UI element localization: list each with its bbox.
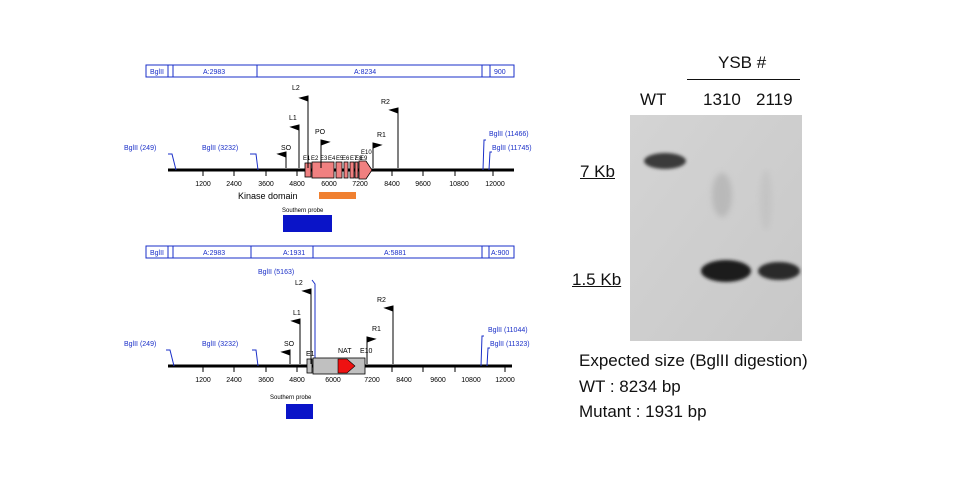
wt-exon-label: E7 [350,156,358,162]
mut-tick-label: 4800 [289,377,305,384]
wt-bglii-sites [168,139,492,171]
mut-tick-label: 12000 [495,377,515,384]
lane-label-1310: 1310 [703,90,741,109]
wt-exon-label: E9 [360,156,368,162]
wt-exon-label: E1 [303,156,311,162]
wt-exon-label: E8 [355,156,363,162]
wt-tick-label: 1200 [195,181,211,188]
wt-exon-label: E3 [320,156,328,162]
mut-probe-label: Southern probe [270,395,312,401]
mut-fragment-label: A:900 [491,250,509,257]
mut-fragment-label: A:5881 [384,250,406,257]
mut-tick-label: 9600 [430,377,446,384]
kinase-domain-bar [319,192,356,199]
mut-site-label: BglII (249) [124,341,156,348]
smear [712,173,732,217]
mut-bglii-sites [166,279,490,367]
wt-tick-label: 8400 [384,181,400,188]
wt-primer-label: R2 [381,99,390,106]
mut-fragment-label: BglII [150,250,164,257]
mut-site-label: BglII (11323) [490,341,530,348]
caption-line-2: WT : 8234 bp [579,377,681,396]
marker-7kb: 7 Kb [580,162,615,181]
wt-tick-label: 7200 [352,181,368,188]
mut-tick-label: 10800 [461,377,481,384]
mut-primer-label: R1 [372,326,381,333]
wt-site-label: BglII (11466) [489,131,529,138]
mut-primer-flags [280,288,394,364]
wt-primer-label: PO [315,129,326,136]
marker-1-5kb: 1.5 Kb [572,270,622,289]
wt-probe-label: Southern probe [282,208,324,214]
wt-tick-label: 2400 [226,181,242,188]
wt-primer-label: R1 [377,132,386,139]
wt-tick-label: 4800 [289,181,305,188]
mut-primer-label: L2 [295,280,303,287]
gene-map-panel: BglII A:2983 A:8234 900 BglII (249) BglI… [124,64,532,419]
wt-exon-label: E6 [342,156,350,162]
wt-ticks [202,170,494,176]
wt-site-label: BglII (11745) [492,145,532,152]
mut-tick-label: 8400 [396,377,412,384]
band-2119 [758,262,800,280]
band-wt [644,153,686,169]
wt-tick-label: 12000 [485,181,505,188]
wt-tick-label: 3600 [258,181,274,188]
wt-primer-label: L1 [289,115,297,122]
nat-arrow-icon [337,358,356,374]
mut-primer-label: SO [284,341,295,348]
mut-southern-probe-bar [286,404,313,419]
wt-site-label: BglII (249) [124,145,156,152]
wt-tick-label: 10800 [449,181,469,188]
wt-fragment-bar: BglII A:2983 A:8234 900 [145,64,515,78]
mut-primer-label: R2 [377,297,386,304]
wt-fragment-label: A:2983 [203,69,225,76]
lane-label-wt: WT [640,90,667,109]
kinase-domain-label: Kinase domain [238,191,298,201]
wt-exon-label: E2 [311,156,319,162]
caption-line-3: Mutant : 1931 bp [579,402,707,421]
wt-southern-probe-bar [283,215,332,232]
wt-primer-label: L2 [292,85,300,92]
wt-exon-label: E10 [361,150,372,156]
mut-exon-label: E10 [360,348,373,355]
nat-label: NAT [338,348,352,355]
wt-tick-label: 9600 [415,181,431,188]
ysb-group-label: YSB # [718,53,767,72]
mut-tick-label: 1200 [195,377,211,384]
mut-tick-label: 7200 [364,377,380,384]
mut-fragment-label: A:2983 [203,250,225,257]
caption-line-1: Expected size (BglII digestion) [579,351,808,370]
wt-primer-flags [276,95,399,168]
mut-tick-label: 6000 [325,377,341,384]
mut-site-label: BglII (3232) [202,341,238,348]
mut-fragment-bar: BglII A:2983 A:1931 A:5881 A:900 [145,245,515,259]
mut-fragment-label: A:1931 [283,250,305,257]
wt-site-label: BglII (3232) [202,145,238,152]
wt-tick-label: 6000 [321,181,337,188]
lane-label-2119: 2119 [756,90,793,109]
smear [760,170,772,230]
wt-fragment-label: 900 [494,69,506,76]
wt-gene-exons [304,160,373,180]
mut-tick-label: 3600 [258,377,274,384]
mut-site-label: BglII (11044) [488,327,528,334]
southern-blot-image [630,115,802,341]
wt-fragment-label: A:8234 [354,69,376,76]
wt-primer-label: SO [281,145,292,152]
wt-exon-label: E5 [336,156,344,162]
wt-fragment-label: BglII [150,69,164,76]
wt-exon-label: E4 [328,156,336,162]
nat-cassette [306,357,366,375]
mut-primer-label: L1 [293,310,301,317]
ysb-group-underline [687,79,800,80]
mut-tick-label: 2400 [226,377,242,384]
band-1310 [701,260,751,282]
mut-exon-label: E1 [306,351,315,358]
mut-site-label: BglII (5163) [258,269,294,276]
